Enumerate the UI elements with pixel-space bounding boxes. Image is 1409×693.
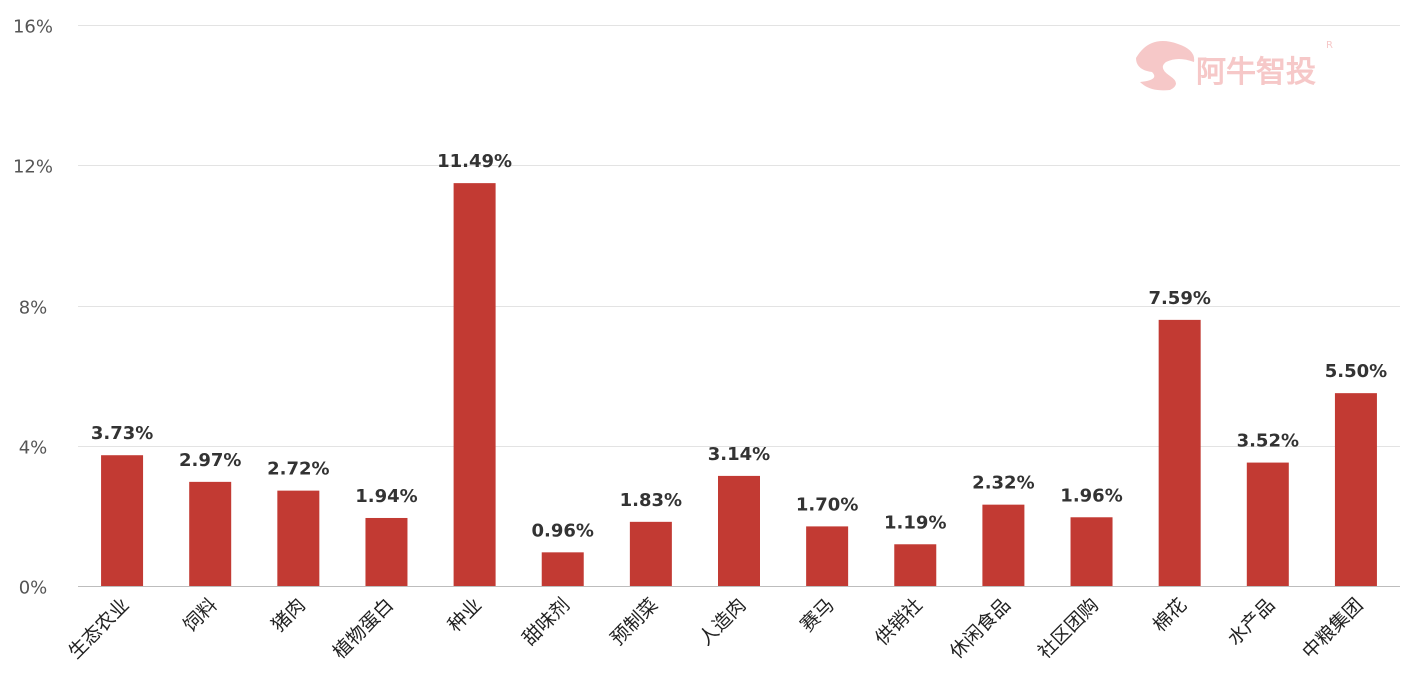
- x-tick-label: 饲料: [179, 594, 221, 636]
- bar: [806, 526, 849, 586]
- x-tick-label: 棉花: [1149, 594, 1191, 636]
- y-tick-label: 4%: [19, 438, 48, 459]
- bar: [1246, 462, 1289, 586]
- x-tick-label: 赛马: [796, 594, 838, 636]
- bar: [1334, 393, 1377, 586]
- bar: [189, 481, 232, 586]
- x-tick-label: 水产品: [1223, 594, 1279, 650]
- data-label: 7.59%: [1148, 288, 1210, 309]
- y-tick-label: 12%: [13, 157, 53, 178]
- x-tick-label: 植物蛋白: [329, 594, 398, 663]
- x-tick-label: 社区团购: [1034, 594, 1103, 663]
- x-tick-label: 种业: [444, 594, 486, 636]
- x-tick-label: 预制菜: [607, 594, 663, 650]
- bars: [101, 183, 1377, 586]
- bar: [277, 490, 320, 586]
- x-tick-label: 人造肉: [695, 594, 751, 650]
- data-label: 2.72%: [267, 459, 329, 480]
- data-label: 2.97%: [179, 450, 241, 471]
- x-axis-ticks: 生态农业 饲料 猪肉 植物蛋白 种业 甜味剂 预制菜 人造肉 赛马 供销社 休闲食品 社区团购 棉花 水产…: [64, 594, 1367, 663]
- data-label: 11.49%: [437, 151, 512, 172]
- bar: [1070, 517, 1113, 586]
- data-label: 0.96%: [532, 520, 594, 541]
- x-tick-label: 中粮集团: [1298, 594, 1367, 663]
- data-labels: 3.73% 2.97% 2.72% 1.94% 11.49% 0.96% 1.83% 3.14…: [91, 151, 1387, 541]
- bar: [453, 183, 496, 586]
- data-label: 1.19%: [884, 512, 946, 533]
- data-label: 1.70%: [796, 494, 858, 515]
- data-label: 1.83%: [620, 490, 682, 511]
- x-tick-label: 供销社: [871, 594, 927, 650]
- watermark: 阿牛智投 R: [1136, 40, 1333, 91]
- data-label: 3.52%: [1237, 431, 1299, 452]
- y-tick-label: 8%: [19, 298, 48, 319]
- bar: [982, 504, 1025, 586]
- y-tick-label: 16%: [13, 17, 53, 38]
- bull-logo-icon: [1136, 41, 1195, 91]
- bar: [894, 544, 937, 586]
- x-tick-label: 休闲食品: [946, 594, 1015, 663]
- watermark-text: 阿牛智投: [1196, 55, 1316, 90]
- watermark-registered-mark: R: [1326, 40, 1333, 51]
- bar: [101, 455, 144, 586]
- x-tick-label: 猪肉: [267, 594, 309, 636]
- data-label: 1.96%: [1060, 485, 1122, 506]
- x-tick-label: 甜味剂: [518, 594, 574, 650]
- data-label: 3.73%: [91, 423, 153, 444]
- x-tick-label: 生态农业: [64, 594, 133, 663]
- bar: [541, 552, 584, 586]
- data-label: 3.14%: [708, 444, 770, 465]
- bar: [365, 517, 408, 586]
- bar: [1158, 319, 1201, 586]
- data-label: 5.50%: [1325, 361, 1387, 382]
- data-label: 2.32%: [972, 473, 1034, 494]
- bar: [718, 475, 760, 586]
- y-tick-label: 0%: [19, 578, 48, 599]
- bar: [629, 521, 672, 586]
- data-label: 1.94%: [355, 486, 417, 507]
- y-axis-ticks: 0% 4% 8% 12% 16%: [13, 17, 53, 599]
